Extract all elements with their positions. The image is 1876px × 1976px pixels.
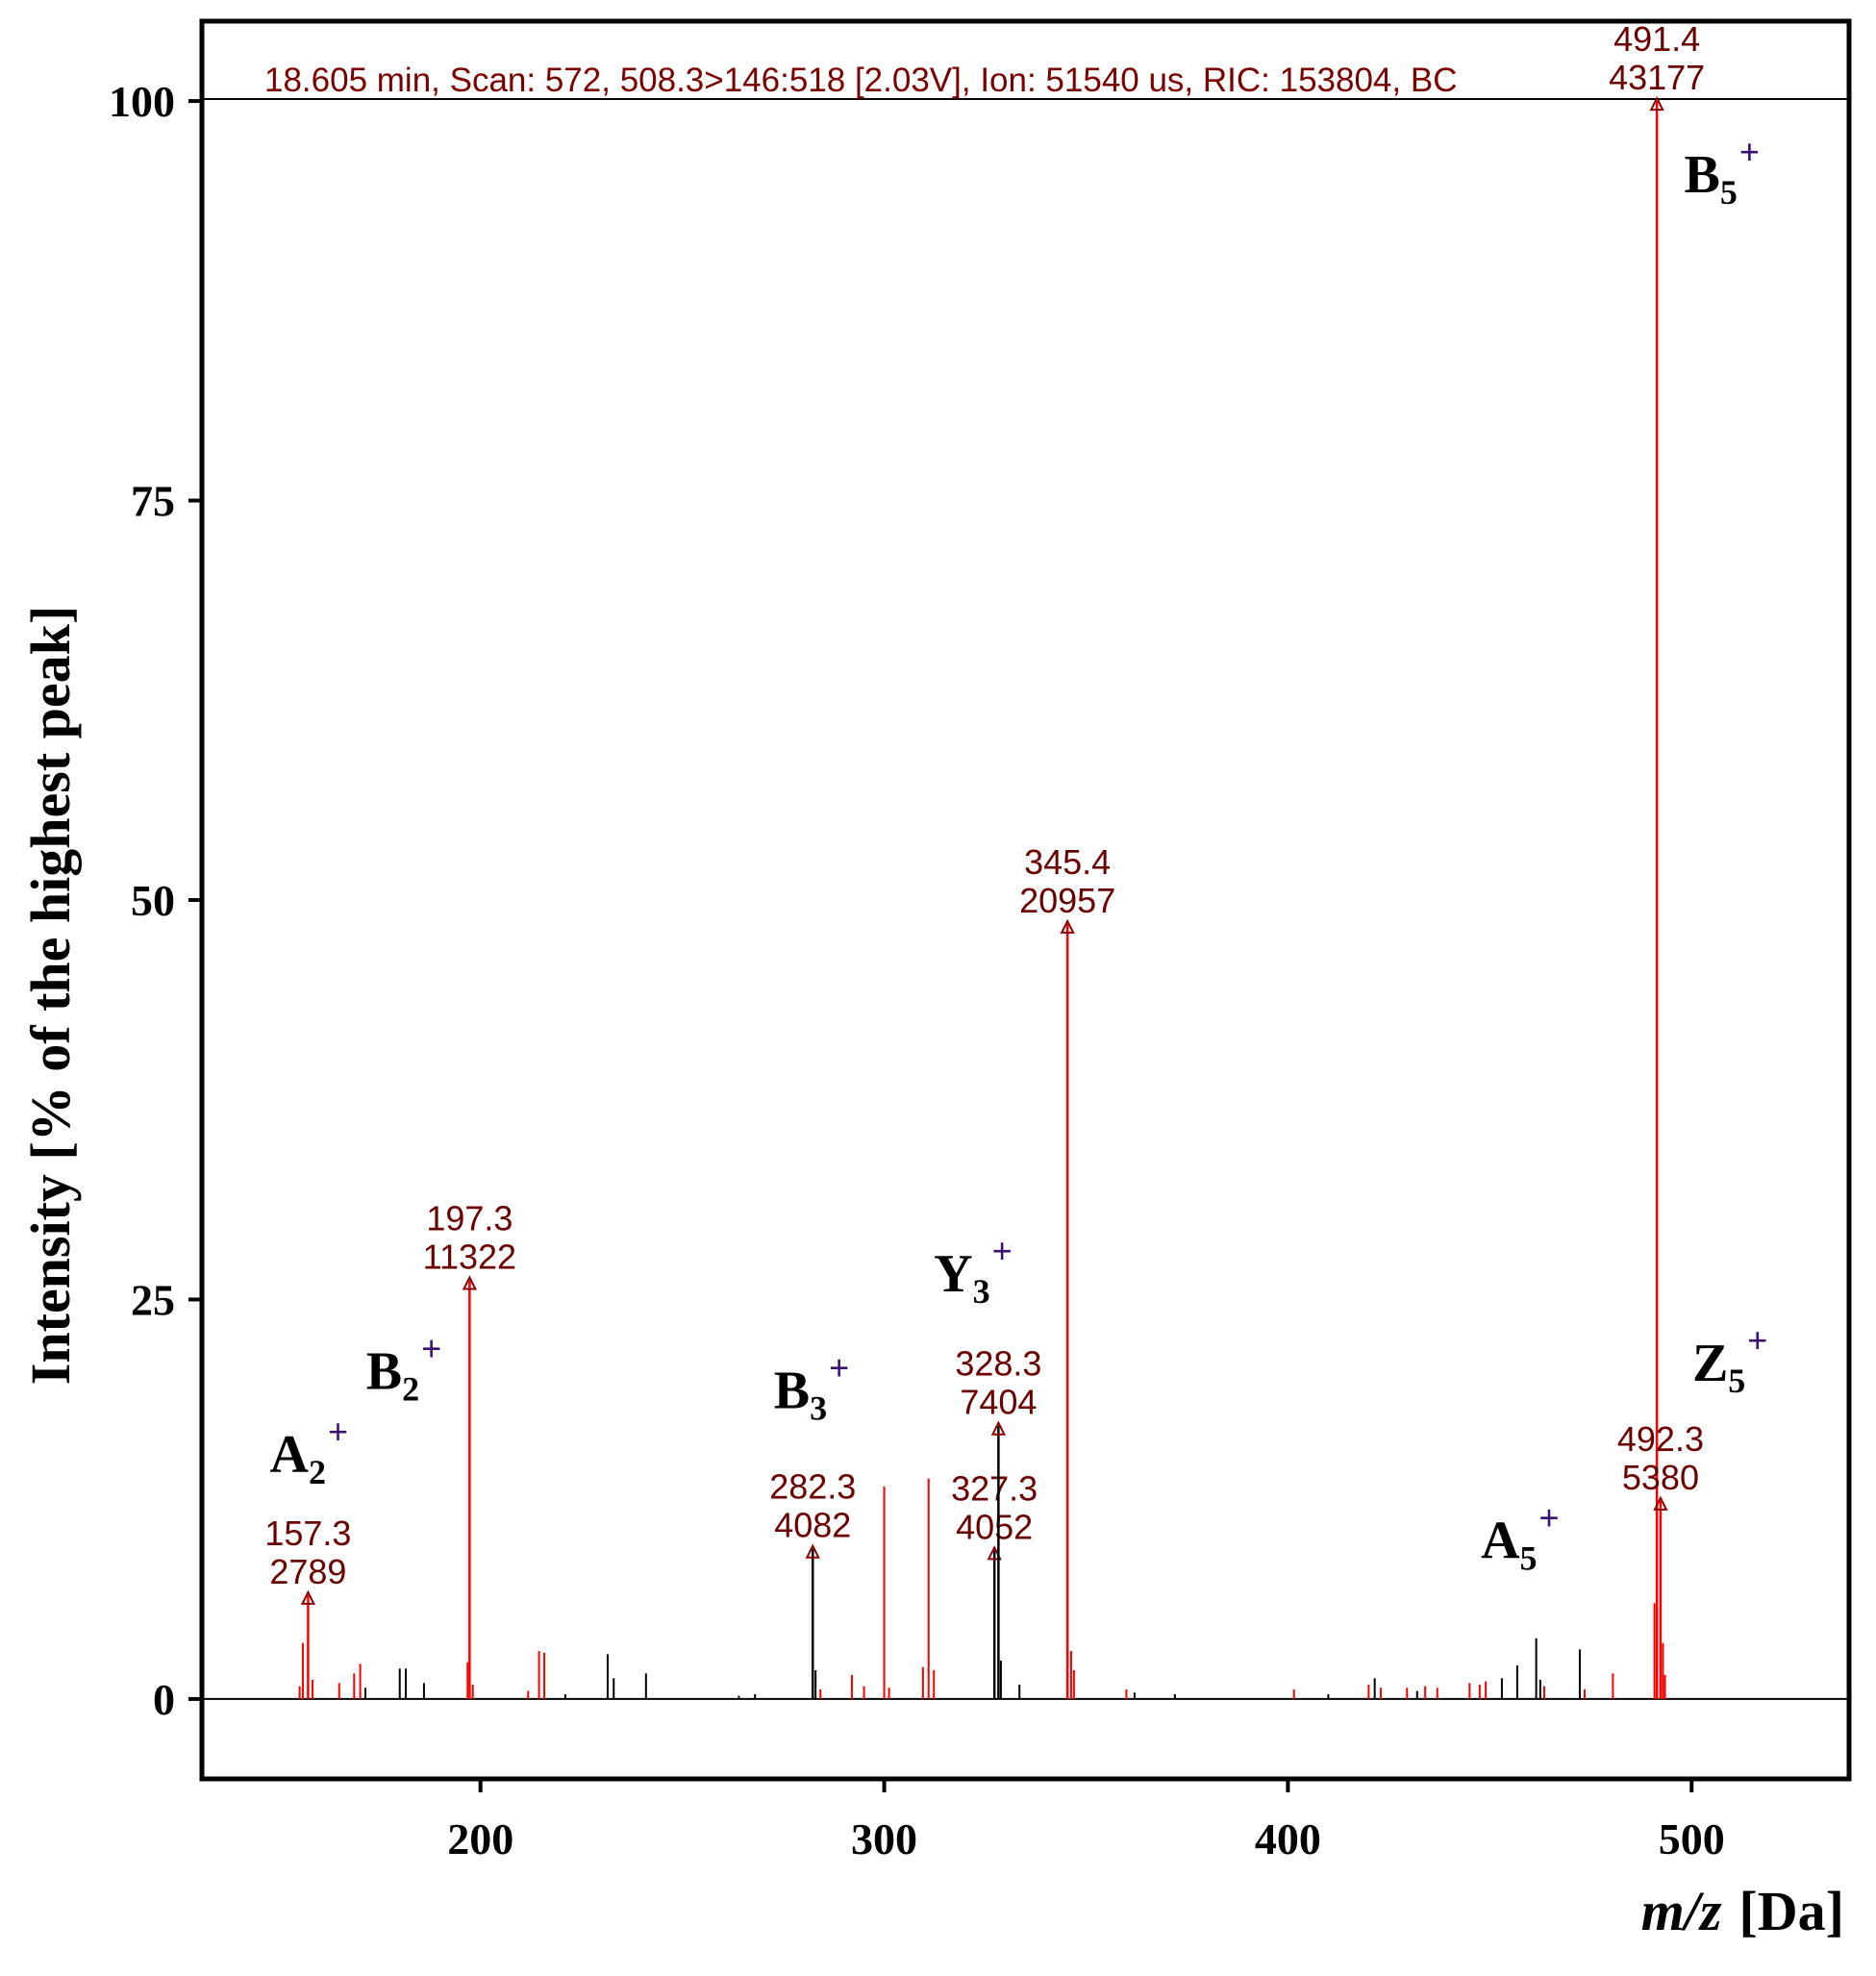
peak-mz-label: 491.4 (1613, 19, 1700, 59)
ion-letter: B (1685, 145, 1720, 205)
ion-charge: + (829, 1347, 849, 1387)
peak-mz-label: 197.3 (426, 1199, 513, 1238)
ion-annotation: A2+ (270, 1412, 348, 1491)
peak-marker (805, 1543, 820, 1559)
y-tick-label: 75 (131, 477, 175, 526)
ion-annotation: B5+ (1685, 132, 1760, 212)
x-axis-title: m/z [Da] (1641, 1880, 1844, 1942)
ion-letter: A (1481, 1512, 1520, 1571)
peak-intensity-label: 2789 (269, 1552, 346, 1591)
x-tick-label: 300 (851, 1814, 917, 1863)
ion-charge: + (421, 1329, 441, 1368)
ion-letter: Z (1692, 1334, 1728, 1393)
ion-charge: + (1739, 132, 1760, 171)
peak-marker (300, 1589, 316, 1605)
peak-mz-label: 157.3 (264, 1513, 351, 1553)
peak-intensity-label: 20957 (1019, 881, 1115, 920)
peak-intensity-label: 4082 (774, 1506, 851, 1545)
y-tick-label: 25 (131, 1275, 175, 1324)
peak-intensity-label: 5380 (1622, 1458, 1699, 1497)
x-axis-title-unit: [Da] (1738, 1880, 1844, 1942)
x-tick-label: 500 (1659, 1814, 1725, 1863)
peak-marker (1649, 95, 1664, 112)
ion-letter: B (774, 1361, 810, 1420)
peak-marker (990, 1420, 1006, 1436)
peak-mz-label: 345.4 (1024, 842, 1111, 882)
ion-subscript: 3 (973, 1272, 990, 1311)
ion-subscript: 5 (1728, 1362, 1745, 1400)
plot-frame (199, 18, 1852, 1782)
ion-annotations: A2+B2+B3+Y3+A5+B5+Z5+ (270, 132, 1768, 1578)
ion-charge: + (1539, 1498, 1560, 1538)
peak-marker (1060, 918, 1075, 934)
peak-intensity-label: 7404 (960, 1383, 1037, 1422)
peak-intensity-label: 43177 (1609, 58, 1705, 97)
x-tick-label: 200 (447, 1814, 513, 1863)
peak-mz-label: 328.3 (955, 1344, 1041, 1384)
peak-marker (462, 1275, 477, 1290)
x-tick-label: 400 (1255, 1814, 1321, 1863)
peak-mz-label: 282.3 (769, 1467, 856, 1507)
ion-annotation: Y3+ (934, 1231, 1012, 1311)
y-axis-title: Intensity [% of the highest peak] (19, 606, 82, 1385)
y-tick-label: 0 (153, 1675, 175, 1724)
peak-marker (1653, 1495, 1668, 1511)
ion-charge: + (992, 1231, 1013, 1270)
ion-annotation: B2+ (366, 1329, 441, 1409)
ion-subscript: 3 (810, 1388, 827, 1427)
ion-annotation: A5+ (1481, 1498, 1559, 1578)
y-tick-label: 50 (131, 876, 175, 925)
ion-subscript: 5 (1720, 173, 1738, 212)
peak-intensity-label: 11322 (423, 1238, 516, 1277)
x-axis-title-mz: m/z (1641, 1880, 1722, 1942)
ion-letter: B (366, 1342, 402, 1402)
ion-subscript: 5 (1520, 1539, 1538, 1578)
x-axis-ticks: 200 300 400 500 (447, 1779, 1725, 1863)
ion-letter: Y (934, 1244, 972, 1304)
ion-annotation: Z5+ (1692, 1320, 1767, 1400)
ion-subscript: 2 (309, 1453, 326, 1491)
peak-mz-label: 492.3 (1617, 1419, 1704, 1459)
ion-charge: + (1747, 1320, 1767, 1360)
y-tick-label: 100 (109, 77, 175, 126)
peak-mz-label: 327.3 (951, 1468, 1038, 1508)
y-axis-ticks: 0 25 50 75 100 (109, 77, 202, 1724)
minor-peaks (298, 1478, 1666, 1699)
peak-intensity-label: 4052 (956, 1507, 1033, 1546)
scan-header: 18.605 min, Scan: 572, 508.3>146:518 [2.… (264, 62, 1457, 99)
ion-letter: A (270, 1425, 310, 1485)
ion-annotation: B3+ (774, 1347, 849, 1427)
ion-charge: + (328, 1412, 348, 1451)
ion-subscript: 2 (402, 1370, 419, 1409)
